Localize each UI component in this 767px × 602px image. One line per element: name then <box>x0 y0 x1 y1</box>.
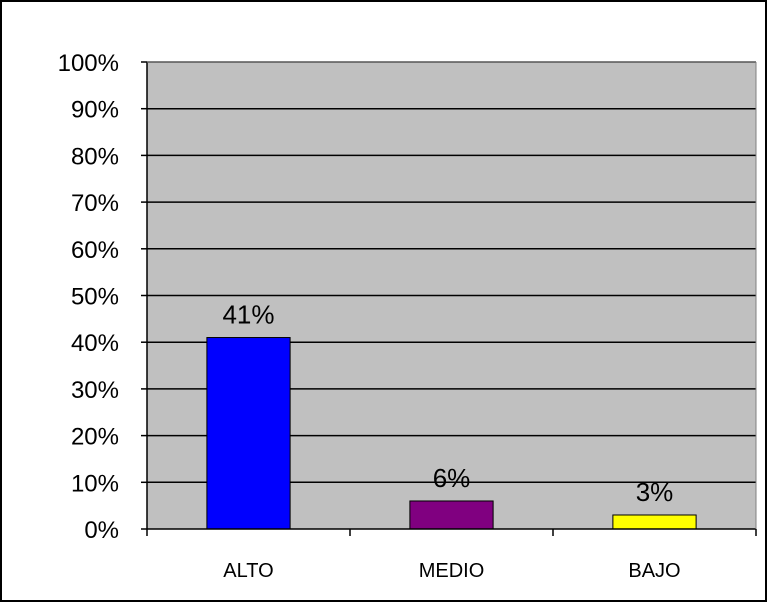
y-tick-label: 80% <box>71 143 119 170</box>
y-tick-labels: 0% 10% 20% 30% 40% 50% 60% 70% 80% 90% 100% <box>58 50 119 544</box>
y-tick-label: 50% <box>71 284 119 311</box>
x-tick-label: BAJO <box>628 560 680 582</box>
y-tick-label: 0% <box>84 517 119 544</box>
y-tick-label: 20% <box>71 424 119 451</box>
x-tick-labels: ALTO MEDIO BAJO <box>223 560 680 582</box>
y-tick-label: 10% <box>71 470 119 497</box>
y-tick-label: 40% <box>71 330 119 357</box>
axes <box>141 61 757 536</box>
y-tick-label: 60% <box>71 237 119 264</box>
y-tick-label: 70% <box>71 190 119 217</box>
data-label: 3% <box>636 477 674 507</box>
bar-alto <box>206 337 291 530</box>
y-tick-label: 30% <box>71 377 119 404</box>
x-tick-label: MEDIO <box>419 560 485 582</box>
y-tick-label: 100% <box>58 50 119 77</box>
bars <box>206 337 697 530</box>
data-label: 6% <box>433 463 471 493</box>
x-tick-label: ALTO <box>223 560 273 582</box>
data-labels: 41% 6% 3% <box>222 300 673 507</box>
data-label: 41% <box>222 300 274 330</box>
bar-bajo <box>612 514 697 530</box>
y-tick-label: 90% <box>71 97 119 124</box>
bar-medio <box>409 500 494 530</box>
